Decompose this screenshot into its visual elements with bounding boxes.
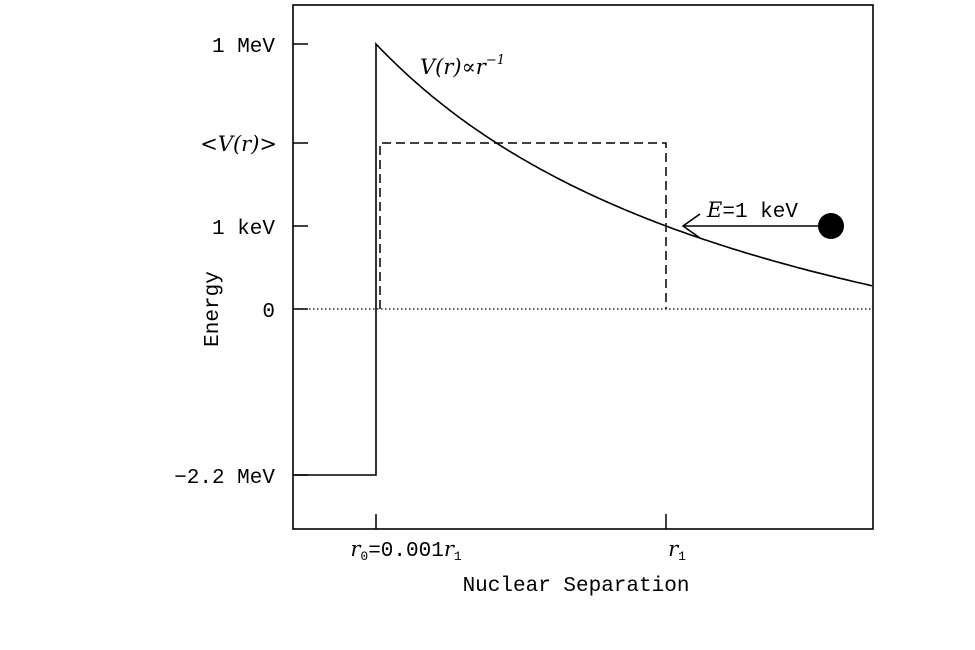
y-tick-label-well: −2.2 MeV (174, 467, 275, 490)
y-ticks (293, 43, 308, 476)
x-tick-label-r0: r0=0.001r1 (350, 537, 462, 564)
y-tick-label-1mev: 1 MeV (212, 36, 275, 59)
arrow-head-icon (681, 213, 701, 239)
particle-icon (818, 213, 844, 239)
y-tick-label-1kev: 1 keV (212, 218, 275, 241)
y-tick-label-mean: <V(r)> (200, 132, 277, 156)
y-axis-label: Energy (202, 271, 225, 347)
energy-label: E=1 keV (706, 198, 798, 224)
plot-frame (292, 4, 874, 530)
curve-label: V(r)∝r−1 (420, 53, 505, 79)
x-axis-label: Nuclear Separation (463, 575, 690, 598)
mean-potential-box (379, 142, 667, 309)
x-tick-label-r1: r1 (668, 537, 686, 564)
y-tick-label-zero: 0 (262, 301, 275, 324)
potential-curve (293, 42, 873, 476)
